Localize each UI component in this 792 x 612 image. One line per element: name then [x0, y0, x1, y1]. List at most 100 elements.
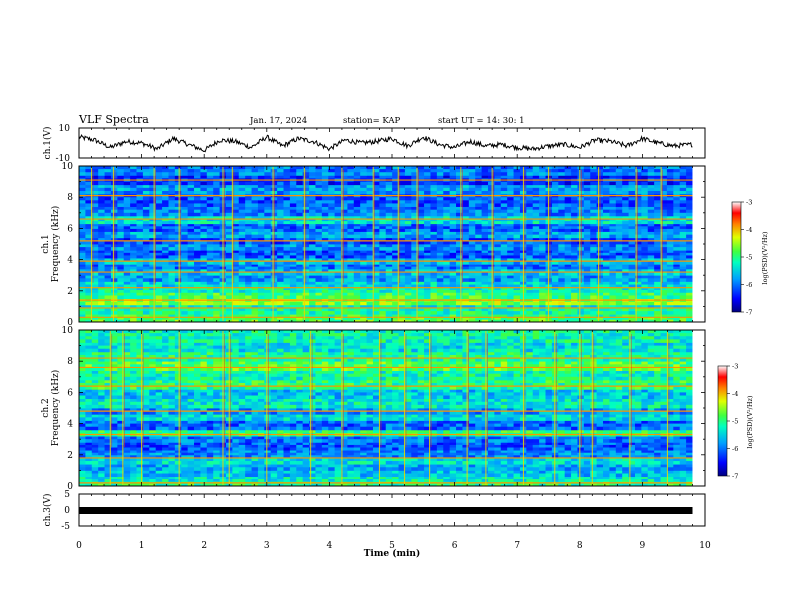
ch1-spectrogram-cell: [257, 252, 265, 256]
ch1-spectrogram-cell: [360, 266, 367, 270]
ch1-spectrogram-cell: [507, 166, 514, 170]
ch1-spectrogram-cell: [596, 301, 604, 306]
ch1-spectrogram-cell: [507, 184, 514, 189]
ch1-spectrogram-cell: [251, 319, 259, 323]
ch1-spectrogram-cell: [571, 261, 578, 265]
ch1-spectrogram-cell: [245, 231, 252, 236]
ch1-spectrogram-cell: [577, 311, 585, 315]
ch1-spectrogram-cell: [142, 166, 150, 170]
ch1-spectrogram-cell: [481, 250, 489, 254]
ch1-spectrogram-cell: [507, 206, 514, 211]
ch1-spectrogram-cell: [526, 209, 534, 214]
ch1-spectrogram-cell: [404, 268, 412, 273]
ch1-spectrogram-cell: [85, 190, 93, 195]
ch1-spectrogram-cell: [654, 228, 661, 232]
ch1-spectrogram-cell: [558, 264, 566, 268]
ch1-spectrogram-cell: [673, 284, 681, 289]
ch1-spectrogram-cell: [366, 212, 374, 217]
ch1-spectrogram-cell: [289, 290, 297, 293]
ch1-spectrogram-cell: [162, 244, 169, 248]
ch1-spectrogram-cell: [91, 307, 99, 312]
ch1-spectrogram-cell: [123, 252, 131, 256]
ch1-spectrogram-cell: [130, 200, 137, 204]
ch1-spectrogram-cell: [315, 290, 323, 293]
ch1-spectrogram-cell: [315, 292, 323, 296]
ch1-spectrogram-cell: [654, 317, 661, 321]
ch1-spectrogram-cell: [296, 281, 304, 285]
ch1-spectrogram-cell: [315, 255, 323, 259]
ch1-spectrogram-cell: [609, 240, 617, 245]
ch1-spectrogram-cell: [628, 304, 636, 309]
ch1-spectrogram-cell: [634, 237, 642, 242]
ch1-spectrogram-cell: [232, 203, 240, 207]
ch1-spectrogram-cell: [647, 226, 655, 230]
ch1-spectrogram-cell: [142, 175, 150, 179]
ch1-spectrogram-cell: [149, 247, 157, 251]
ch1-spectrogram-cell: [142, 221, 150, 225]
ch1-spectrogram-cell: [583, 317, 591, 321]
ch1-spectrogram-cell: [283, 187, 291, 192]
ch1-spectrogram-cell: [615, 261, 623, 265]
ch1-spectrogram-cell: [85, 184, 93, 189]
ch1-spectrogram-cell: [564, 212, 572, 217]
ch1-spectrogram-cell: [379, 184, 387, 189]
ch1-spectrogram-cell: [468, 295, 476, 299]
ch1-spectrogram-cell: [628, 221, 636, 225]
ch1-spectrogram-cell: [686, 287, 693, 291]
ch1-spectrogram-cell: [341, 252, 348, 256]
ch1-spectrogram-cell: [168, 278, 176, 282]
ch1-spectrogram-cell: [475, 209, 482, 214]
ch1-spectrogram-cell: [91, 250, 99, 254]
ch1-spectrogram-cell: [257, 181, 265, 186]
ch1-spectrogram-cell: [494, 250, 502, 254]
ch1-spectrogram-cell: [309, 319, 316, 323]
ch1-spectrogram-cell: [321, 284, 329, 289]
ch1-spectrogram-cell: [194, 190, 201, 195]
ch1-spectrogram-cell: [436, 264, 444, 268]
ch1-spectrogram-cell: [264, 197, 272, 201]
ch1-spectrogram-cell: [571, 278, 578, 282]
ch1-spectrogram-cell: [104, 206, 112, 211]
ch1-spectrogram-cell: [590, 209, 598, 214]
ch1-spectrogram-cell: [366, 264, 374, 268]
ch1-spectrogram-cell: [225, 304, 233, 309]
ch1-spectrogram-cell: [634, 292, 642, 296]
ch1-spectrogram-cell: [603, 275, 610, 279]
ch1-spectrogram-cell: [347, 203, 355, 207]
ch1-spectrogram-cell: [468, 234, 476, 239]
ch1-spectrogram-cell: [443, 240, 451, 245]
ch1-spectrogram-cell: [411, 237, 419, 242]
ch1-spectrogram-cell: [622, 317, 629, 321]
ch1-spectrogram-cell: [91, 218, 99, 222]
ch1-spectrogram-cell: [564, 292, 572, 296]
ch1-spectrogram-cell: [321, 278, 329, 282]
ch1-spectrogram-cell: [277, 209, 284, 214]
ch1-spectrogram-cell: [225, 206, 233, 211]
ch1-spectrogram-cell: [603, 264, 610, 268]
ch1-spectrogram-cell: [686, 255, 693, 259]
ch1-spectrogram-cell: [162, 212, 169, 217]
ch1-spectrogram-cell: [398, 184, 406, 189]
ch1-spectrogram-cell: [551, 268, 559, 273]
ch1-spectrogram-cell: [590, 284, 598, 289]
ch1-spectrogram-cell: [532, 237, 540, 242]
ch1-spectrogram-cell: [609, 203, 617, 207]
ch1-spectrogram-cell: [628, 244, 636, 248]
ch1-spectrogram-cell: [353, 240, 361, 245]
ch1-spectrogram-cell: [232, 317, 240, 321]
ch1-spectrogram-cell: [321, 268, 329, 273]
ch1-spectrogram-cell: [660, 215, 668, 219]
ch1-spectrogram-cell: [130, 209, 137, 214]
ch1-spectrogram-cell: [251, 206, 259, 211]
ch1-spectrogram-cell: [347, 268, 355, 273]
ch1-spectrogram-cell: [232, 319, 240, 323]
ch1-spectrogram-cell: [341, 187, 348, 192]
ch1-spectrogram-cell: [347, 319, 355, 323]
ch1-spectrogram-cell: [404, 272, 412, 276]
ch1-spectrogram-cell: [481, 203, 489, 207]
ch1-spectrogram-cell: [468, 250, 476, 254]
ch1-spectrogram-cell: [155, 215, 163, 219]
ch1-spectrogram-cell: [571, 266, 578, 270]
ch1-spectrogram-cell: [436, 292, 444, 296]
ch1-spectrogram-cell: [436, 212, 444, 217]
